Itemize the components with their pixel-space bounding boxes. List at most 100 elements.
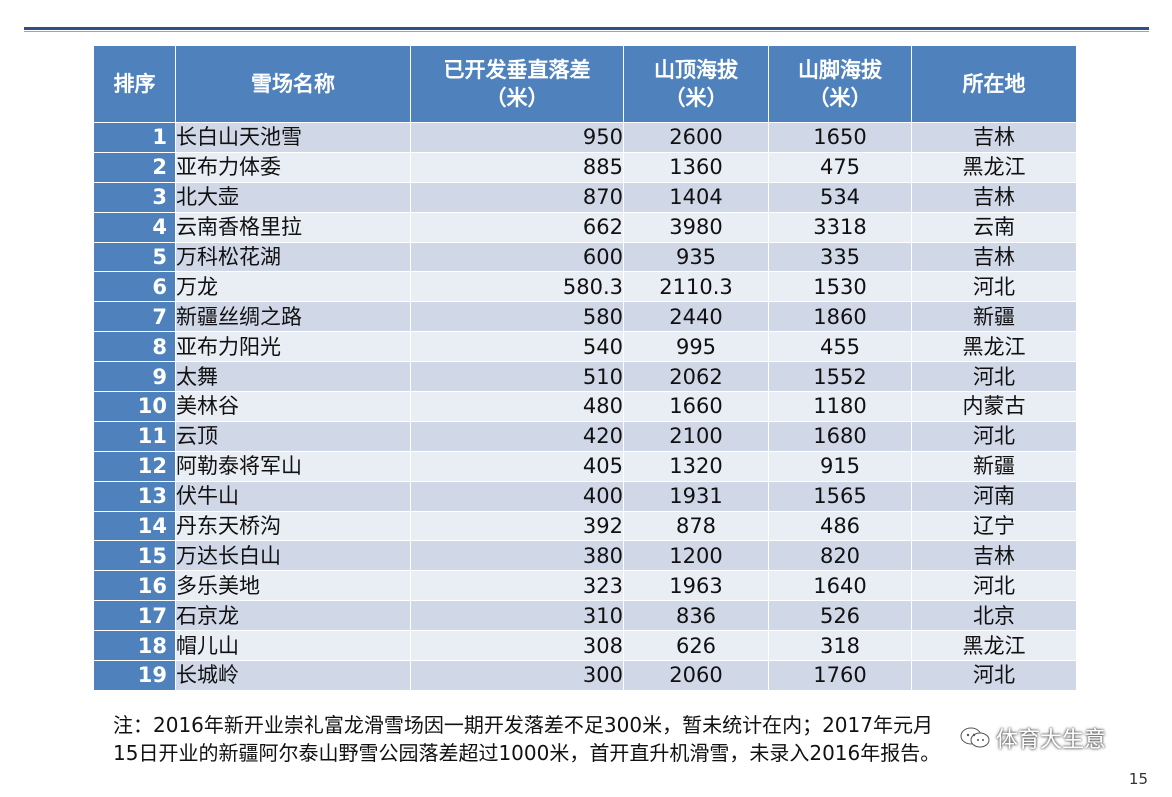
location-cell: 黑龙江 [911,630,1077,662]
base-elevation-cell: 486 [768,510,912,542]
resort-name-cell: 美林谷 [175,391,411,422]
base-elevation-cell: 1552 [768,361,912,393]
rank-cell: 19 [93,660,176,691]
location-cell: 新疆 [911,301,1077,333]
top-elevation-cell: 1963 [623,570,769,602]
top-elevation-cell: 2062 [623,361,769,393]
table-row: 11 云顶 420 2100 1680 河北 [93,420,1077,452]
base-elevation-cell: 1860 [768,301,912,333]
base-elevation-cell: 1530 [768,271,912,303]
base-elevation-cell: 1680 [768,420,912,452]
top-elevation-cell: 995 [623,331,769,363]
vertical-drop-cell: 300 [410,660,624,691]
top-elevation-cell: 626 [623,630,769,662]
rank-cell: 6 [93,271,176,303]
top-elevation-cell: 1360 [623,151,769,183]
resort-name-cell: 长白山天池雪 [175,122,411,153]
watermark: 体育大生意 [960,722,1106,754]
table-row: 6 万龙 580.3 2110.3 1530 河北 [93,271,1077,303]
vertical-drop-cell: 600 [410,241,624,273]
table-row: 5 万科松花湖 600 935 335 吉林 [93,241,1077,273]
vertical-drop-cell: 950 [410,122,624,153]
base-elevation-cell: 475 [768,151,912,183]
vertical-drop-cell: 662 [410,211,624,243]
base-elevation-cell: 820 [768,540,912,572]
top-elevation-cell: 878 [623,510,769,542]
resort-name-cell: 阿勒泰将军山 [175,450,411,482]
top-elevation-cell: 2600 [623,122,769,153]
resort-name-cell: 亚布力阳光 [175,331,411,363]
header-drop: 已开发垂直落差 （米） [410,45,624,123]
vertical-drop-cell: 400 [410,480,624,512]
top-elevation-cell: 1320 [623,450,769,482]
table-row: 19 长城岭 300 2060 1760 河北 [93,660,1077,691]
top-elevation-cell: 2060 [623,660,769,691]
vertical-drop-cell: 540 [410,331,624,363]
location-cell: 吉林 [911,241,1077,273]
header-name: 雪场名称 [175,45,411,123]
location-cell: 河北 [911,361,1077,393]
resort-name-cell: 亚布力体委 [175,151,411,183]
top-elevation-cell: 2100 [623,420,769,452]
resort-name-cell: 新疆丝绸之路 [175,301,411,333]
top-divider-line-thin [24,31,1149,32]
table-row: 10 美林谷 480 1660 1180 内蒙古 [93,391,1077,422]
vertical-drop-cell: 885 [410,151,624,183]
table-row: 1 长白山天池雪 950 2600 1650 吉林 [93,122,1077,153]
top-elevation-cell: 1931 [623,480,769,512]
location-cell: 黑龙江 [911,331,1077,363]
location-cell: 黑龙江 [911,151,1077,183]
top-elevation-cell: 1660 [623,391,769,422]
table-row: 8 亚布力阳光 540 995 455 黑龙江 [93,331,1077,363]
location-cell: 河北 [911,660,1077,691]
header-rank: 排序 [93,45,176,123]
location-cell: 内蒙古 [911,391,1077,422]
rank-cell: 18 [93,630,176,662]
rank-cell: 4 [93,211,176,243]
table-row: 14 丹东天桥沟 392 878 486 辽宁 [93,510,1077,542]
vertical-drop-cell: 480 [410,391,624,422]
top-elevation-cell: 3980 [623,211,769,243]
rank-cell: 5 [93,241,176,273]
watermark-text: 体育大生意 [996,728,1107,753]
base-elevation-cell: 1650 [768,122,912,153]
rank-cell: 17 [93,600,176,632]
base-elevation-cell: 318 [768,630,912,662]
rank-cell: 13 [93,480,176,512]
resort-name-cell: 丹东天桥沟 [175,510,411,542]
wechat-icon [960,727,990,749]
resort-name-cell: 北大壶 [175,181,411,213]
vertical-drop-cell: 580.3 [410,271,624,303]
resort-name-cell: 万科松花湖 [175,241,411,273]
top-elevation-cell: 935 [623,241,769,273]
resort-name-cell: 伏牛山 [175,480,411,512]
rank-cell: 14 [93,510,176,542]
table-row: 9 太舞 510 2062 1552 河北 [93,361,1077,393]
base-elevation-cell: 534 [768,181,912,213]
vertical-drop-cell: 323 [410,570,624,602]
footnote-line-1: 注：2016年新开业崇礼富龙滑雪场因一期开发落差不足300米，暂未统计在内；20… [113,713,933,737]
rank-cell: 2 [93,151,176,183]
base-elevation-cell: 1565 [768,480,912,512]
ski-resort-table: 排序 雪场名称 已开发垂直落差 （米） 山顶海拔 （米） 山脚海拔 （米） 所在地 1… [93,45,1077,691]
vertical-drop-cell: 580 [410,301,624,333]
rank-cell: 11 [93,420,176,452]
location-cell: 河北 [911,271,1077,303]
resort-name-cell: 万龙 [175,271,411,303]
resort-name-cell: 云顶 [175,420,411,452]
top-elevation-cell: 2440 [623,301,769,333]
footnote: 注：2016年新开业崇礼富龙滑雪场因一期开发落差不足300米，暂未统计在内；20… [113,711,1113,767]
resort-name-cell: 石京龙 [175,600,411,632]
location-cell: 吉林 [911,181,1077,213]
vertical-drop-cell: 392 [410,510,624,542]
location-cell: 云南 [911,211,1077,243]
table-row: 16 多乐美地 323 1963 1640 河北 [93,570,1077,602]
table-header-row: 排序 雪场名称 已开发垂直落差 （米） 山顶海拔 （米） 山脚海拔 （米） 所在地 [93,45,1077,123]
location-cell: 辽宁 [911,510,1077,542]
footnote-line-2: 15日开业的新疆阿尔泰山野雪公园落差超过1000米，首开直升机滑雪，未录入201… [113,741,941,765]
header-location: 所在地 [911,45,1077,123]
top-elevation-cell: 2110.3 [623,271,769,303]
top-divider-line [24,27,1149,30]
page-number: 15 [1128,770,1148,788]
table-row: 2 亚布力体委 885 1360 475 黑龙江 [93,151,1077,183]
